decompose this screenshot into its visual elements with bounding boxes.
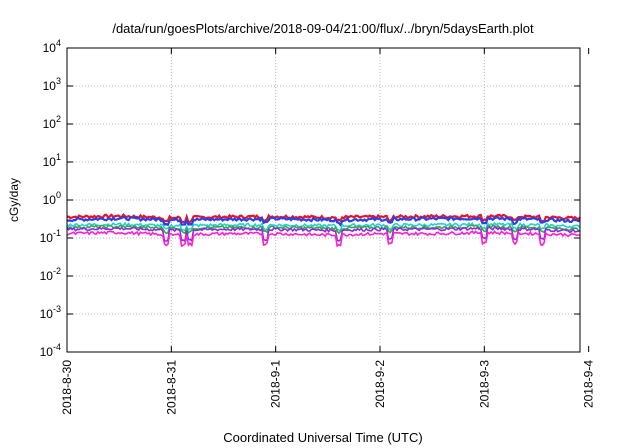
- chart-title: /data/run/goesPlots/archive/2018-09-04/2…: [112, 21, 534, 36]
- y-tick-label: 100: [43, 190, 61, 207]
- y-tick-label: 10-2: [40, 266, 61, 283]
- x-axis-label: Coordinated Universal Time (UTC): [223, 430, 422, 445]
- plot-frame: [66, 47, 581, 353]
- y-tick-label: 104: [43, 38, 61, 55]
- y-tick-label: 102: [43, 114, 61, 131]
- series-group: [66, 213, 581, 248]
- y-tick-label: 103: [43, 76, 61, 93]
- grid: [67, 48, 580, 352]
- series-line: [66, 224, 581, 235]
- series-line: [66, 230, 581, 248]
- y-tick-label: 10-4: [40, 342, 61, 359]
- x-tick-label: 2018-9-2: [373, 360, 387, 408]
- series-line: [66, 226, 581, 243]
- x-axis-ticks: 2018-8-30 2018-8-31 2018-9-1 2018-9-2 2018-9…: [60, 48, 596, 415]
- y-tick-label: 10-1: [40, 228, 61, 245]
- x-tick-label: 2018-9-3: [477, 360, 491, 408]
- y-axis-label: cGy/day: [7, 178, 21, 222]
- y-axis-ticks: 10-4 10-3 10-2 10-1 100 101 102 103 104: [40, 38, 580, 359]
- x-tick-label: 2018-9-1: [269, 360, 283, 408]
- series-line: [66, 215, 581, 227]
- x-tick-label: 2018-8-30: [60, 360, 74, 415]
- series-line: [66, 221, 581, 232]
- x-tick-label: 2018-9-4: [582, 360, 596, 408]
- y-tick-label: 10-3: [40, 304, 61, 321]
- y-tick-label: 101: [43, 152, 61, 169]
- x-tick-label: 2018-8-31: [164, 360, 178, 415]
